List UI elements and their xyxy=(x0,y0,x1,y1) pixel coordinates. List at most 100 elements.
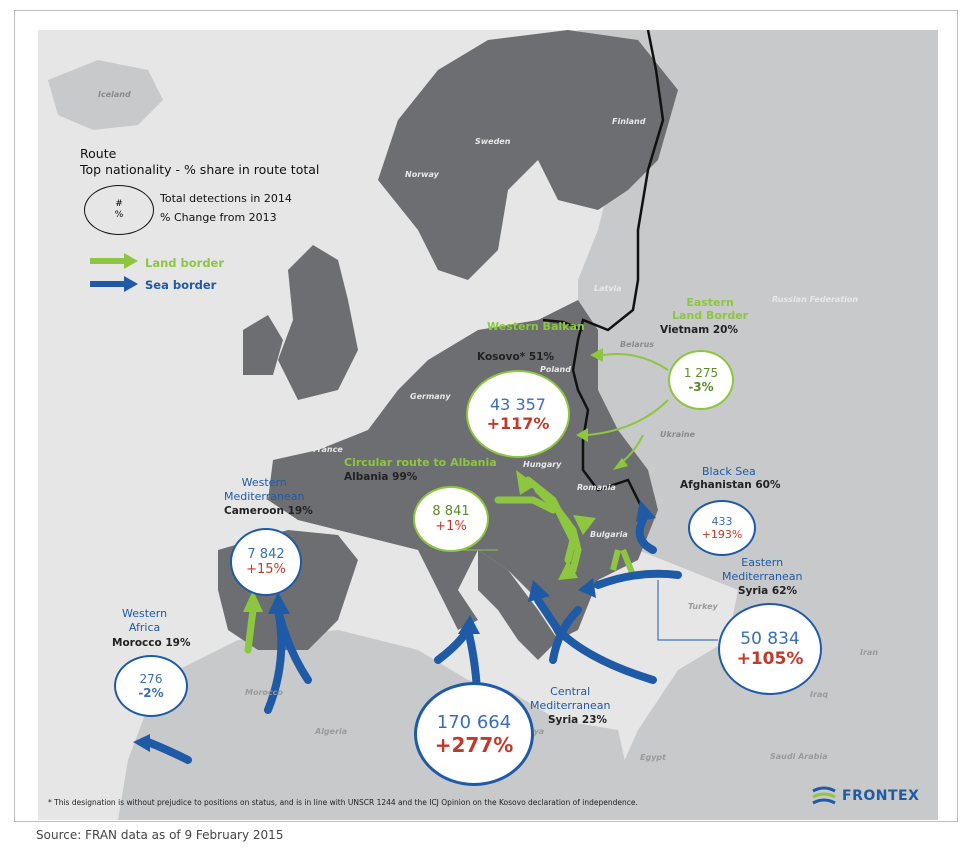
route-nationality-black-sea: Afghanistan 60% xyxy=(680,479,781,491)
route-total-eastern-med: 50 834 xyxy=(740,629,800,649)
country-label-iran: Iran xyxy=(860,648,879,657)
bulgaria-land-arrows xyxy=(610,548,636,577)
country-label-egypt: Egypt xyxy=(640,753,666,762)
route-label-central-med: Central Mediterranean xyxy=(530,685,610,713)
eastern-land-heads xyxy=(576,348,628,470)
scandinavia-shape xyxy=(378,30,678,280)
land-border-arrows xyxy=(244,476,582,654)
route-total-circular-albania: 8 841 xyxy=(432,504,470,519)
route-label-circular-albania: Circular route to Albania xyxy=(344,456,497,469)
route-circle-western-med: 7 842 +15% xyxy=(230,528,302,596)
frontex-logo: FRONTEX xyxy=(812,786,919,806)
italy-shape xyxy=(478,550,558,660)
route-label-western-africa-1: Western xyxy=(122,607,168,620)
route-nationality-western-africa: Morocco 19% xyxy=(112,637,191,649)
route-change-western-balkan: +117% xyxy=(486,414,550,433)
legend-change-label: % Change from 2013 xyxy=(160,211,277,224)
country-label-russia: Russian Federation xyxy=(772,295,859,304)
non-eu-landmass-east xyxy=(578,30,938,820)
country-label-france: France xyxy=(313,445,343,454)
route-change-black-sea: +193% xyxy=(701,528,743,541)
route-label-western-africa: Western Africa xyxy=(122,607,167,635)
country-label-iraq: Iraq xyxy=(810,690,829,699)
country-label-belarus: Belarus xyxy=(620,340,655,349)
frontex-logo-text: FRONTEX xyxy=(842,788,920,804)
route-label-eastern-land-2: Land Border xyxy=(672,309,749,322)
legend-circle-pct: % xyxy=(114,210,124,220)
route-total-black-sea: 433 xyxy=(711,515,733,528)
country-label-turkey: Turkey xyxy=(688,602,718,611)
legend-sea-arrow-head xyxy=(124,276,138,292)
route-label-western-africa-2: Africa xyxy=(128,621,161,634)
country-label-hungary: Hungary xyxy=(523,460,562,469)
route-total-western-africa: 276 xyxy=(139,672,163,686)
source-line: Source: FRAN data as of 9 February 2015 xyxy=(36,828,284,842)
route-nationality-western-balkan: Kosovo* 51% xyxy=(477,351,554,363)
route-nationality-eastern-med: Syria 62% xyxy=(738,585,798,597)
route-circle-central-med: 170 664 +277% xyxy=(414,682,534,786)
route-circle-western-africa: 276 -2% xyxy=(114,655,188,717)
route-label-eastern-med: Eastern Mediterranean xyxy=(722,556,802,584)
route-label-western-med-2: Mediterranean xyxy=(224,490,305,503)
country-label-romania: Romania xyxy=(577,483,616,492)
country-label-finland: Finland xyxy=(612,117,646,126)
legend-title-nationality: Top nationality - % share in route total xyxy=(80,162,320,177)
route-nationality-western-med: Cameroon 19% xyxy=(224,505,313,517)
legend-arrows xyxy=(90,253,138,292)
british-isles-shape xyxy=(278,245,358,400)
connector-lines-blue xyxy=(657,580,718,641)
country-label-morocco: Morocco xyxy=(245,688,283,697)
route-label-eastern-med-2: Mediterranean xyxy=(722,570,803,583)
route-change-eastern-med: +105% xyxy=(736,649,804,669)
country-label-sweden: Sweden xyxy=(475,137,511,146)
route-circle-circular-albania: 8 841 +1% xyxy=(413,486,489,552)
route-total-western-med: 7 842 xyxy=(247,547,285,562)
route-label-western-med-1: Western xyxy=(241,476,287,489)
continental-eu-shape xyxy=(268,300,658,640)
country-label-algeria: Algeria xyxy=(315,727,348,736)
route-circle-eastern-land: 1 275 -3% xyxy=(668,350,734,410)
country-label-norway: Norway xyxy=(405,170,439,179)
sea-border-arrows xyxy=(144,516,682,764)
frontex-logo-icon xyxy=(812,786,836,805)
ireland-shape xyxy=(243,315,283,375)
country-label-saudi: Saudi Arabia xyxy=(770,752,828,761)
sea-arrow-heads xyxy=(133,500,656,752)
route-change-western-africa: -2% xyxy=(138,686,164,700)
route-total-central-med: 170 664 xyxy=(436,711,512,733)
route-circle-western-balkan: 43 357 +117% xyxy=(466,370,570,458)
route-label-black-sea: Black Sea xyxy=(702,465,756,478)
country-label-latvia: Latvia xyxy=(594,284,622,293)
route-label-central-med-2: Mediterranean xyxy=(530,699,611,712)
route-total-western-balkan: 43 357 xyxy=(490,395,546,414)
legend-sea-label: Sea border xyxy=(145,278,217,292)
legend-title-route: Route xyxy=(80,146,117,161)
country-label-germany: Germany xyxy=(410,392,451,401)
route-label-eastern-land-1: Eastern xyxy=(686,296,734,309)
legend-circle: # % xyxy=(84,185,154,235)
route-label-western-balkan: Western Balkan xyxy=(487,320,585,333)
country-label-ukraine: Ukraine xyxy=(660,430,696,439)
country-label-poland: Poland xyxy=(540,365,571,374)
legend-circle-hash: # xyxy=(115,199,123,209)
legend-total-label: Total detections in 2014 xyxy=(160,192,292,205)
route-label-central-med-1: Central xyxy=(550,685,591,698)
route-circle-eastern-med: 50 834 +105% xyxy=(718,603,822,695)
country-label-bulgaria: Bulgaria xyxy=(590,530,628,539)
route-circle-black-sea: 433 +193% xyxy=(688,500,756,556)
route-label-eastern-med-1: Eastern xyxy=(741,556,784,569)
baltic-border-line xyxy=(542,318,584,332)
route-nationality-circular-albania: Albania 99% xyxy=(344,471,418,483)
country-label-iceland: Iceland xyxy=(98,90,131,99)
route-total-eastern-land: 1 275 xyxy=(683,366,719,380)
iceland-shape xyxy=(48,60,163,130)
legend-land-arrow-head xyxy=(124,253,138,269)
route-label-western-med: Western Mediterranean xyxy=(224,476,304,504)
route-change-central-med: +277% xyxy=(434,732,514,757)
legend-land-label: Land border xyxy=(145,256,225,270)
route-label-eastern-land: Eastern Land Border xyxy=(672,296,748,322)
route-nationality-eastern-land: Vietnam 20% xyxy=(660,324,738,336)
legend-title: Route Top nationality - % share in route… xyxy=(80,146,319,178)
route-change-western-med: +15% xyxy=(246,562,286,577)
route-change-eastern-land: -3% xyxy=(688,380,714,394)
